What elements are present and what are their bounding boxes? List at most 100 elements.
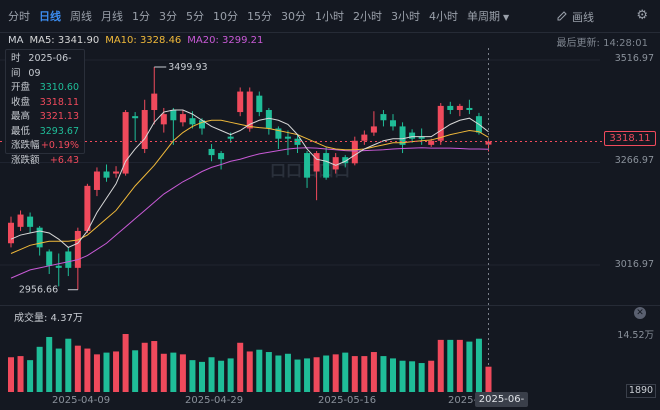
volume-bar	[361, 356, 368, 392]
volume-bar	[380, 356, 387, 392]
date-tick: 2025-0	[448, 395, 484, 406]
date-tick: 2025-04-09	[52, 395, 111, 406]
timeframe-tab[interactable]: 3小时	[391, 10, 420, 23]
timeframe-tab[interactable]: 10分	[213, 10, 238, 23]
volume-bar	[323, 355, 330, 392]
info-value: 3321.13	[39, 111, 79, 122]
ma-legend: MA MA5: 3341.90 MA10: 3328.46 MA20: 3299…	[8, 33, 269, 48]
timeframe-tab[interactable]: 1分	[132, 10, 150, 23]
timeframe-tab[interactable]: 日线	[39, 10, 61, 23]
volume-bar	[122, 334, 129, 392]
volume-bar	[27, 360, 34, 392]
candle-body	[55, 265, 62, 268]
info-value: 2025-06-09	[28, 53, 72, 79]
candle-body	[275, 128, 282, 139]
info-key: 收盘	[11, 96, 31, 108]
candle-body	[36, 227, 43, 248]
ma10-line	[10, 119, 489, 254]
volume-bar	[246, 351, 253, 392]
candle-body	[323, 153, 330, 178]
ma5-line	[10, 109, 489, 248]
draw-line-button[interactable]: 画线	[557, 9, 594, 25]
price-tick: 3516.97	[614, 53, 654, 64]
candle-body	[113, 171, 120, 174]
caret-down-icon: ▼	[503, 13, 510, 22]
timeframe-toolbar: 分时 日线 周线 月线 1分 3分 5分 10分 15分 30分 1小时 2小时 3小时 4小时 单周期 ▼	[0, 0, 660, 32]
volume-bar	[304, 358, 311, 392]
price-tick: 3266.97	[614, 155, 654, 166]
ma-label[interactable]: MA	[8, 35, 24, 46]
settings-icon[interactable]: ⚙	[636, 8, 648, 23]
candle-body	[93, 171, 100, 190]
volume-bar	[84, 348, 91, 392]
volume-bar	[428, 360, 435, 392]
timeframe-tab[interactable]: 15分	[247, 10, 272, 23]
volume-bar	[132, 350, 139, 392]
candle-body	[151, 93, 158, 111]
ma5-value: MA5: 3341.90	[29, 35, 100, 46]
period-dropdown[interactable]: 单周期 ▼	[467, 8, 509, 24]
candle-body	[84, 185, 91, 231]
timeframe-tab[interactable]: 月线	[101, 10, 123, 23]
candle-body	[284, 136, 291, 139]
volume-bar	[399, 360, 406, 392]
volume-max-tick: 14.52万	[617, 330, 654, 341]
candle-body	[447, 105, 454, 111]
candle-body	[227, 136, 234, 139]
volume-bar	[284, 353, 291, 392]
volume-bar	[65, 338, 72, 392]
candle-body	[294, 138, 301, 145]
candle-body	[380, 114, 387, 121]
timeframe-tab[interactable]: 分时	[8, 10, 30, 23]
candle-body	[132, 116, 139, 119]
candle-body	[189, 118, 196, 125]
candle-body	[27, 216, 34, 227]
info-key: 涨跌幅	[11, 140, 40, 151]
volume-bar	[475, 338, 482, 392]
timeframe-tab[interactable]: 5分	[186, 10, 204, 23]
candle-body	[46, 251, 53, 266]
candle-body	[370, 126, 377, 133]
candle-body	[246, 91, 253, 129]
timeframe-tab[interactable]: 2小时	[353, 10, 382, 23]
timeframe-tab[interactable]: 3分	[159, 10, 177, 23]
crosshair-date-tag: 2025-06-09	[475, 392, 528, 410]
info-row: 时间 2025-06-09	[11, 52, 79, 81]
info-row: 涨跌幅 +0.19%	[11, 139, 79, 154]
timeframe-tab[interactable]: 周线	[70, 10, 92, 23]
info-row: 开盘 3310.60	[11, 81, 79, 96]
volume-bar	[332, 354, 339, 392]
timeframe-tab[interactable]: 1小时	[315, 10, 344, 23]
volume-min-tick: 1890	[626, 384, 656, 398]
candle-body	[437, 105, 444, 141]
candle-body	[332, 157, 339, 170]
timeframe-tab[interactable]: 30分	[281, 10, 306, 23]
low-annotation: 2956.66	[19, 285, 58, 296]
pencil-icon	[557, 10, 568, 24]
timeframe-tab[interactable]: 4小时	[429, 10, 458, 23]
candle-body	[17, 214, 24, 227]
volume-bar	[370, 352, 377, 392]
volume-bar	[8, 357, 14, 392]
volume-bar	[55, 348, 62, 392]
volume-bar	[342, 352, 349, 392]
volume-bar	[227, 358, 234, 392]
volume-bar	[199, 361, 205, 392]
info-row: 涨跌额 +6.43	[11, 154, 79, 169]
volume-bar	[485, 366, 492, 392]
volume-bar	[189, 360, 196, 392]
volume-bar	[466, 341, 473, 392]
volume-bar	[36, 346, 43, 392]
date-tick: 2025-05-16	[318, 395, 377, 406]
candle-body	[428, 140, 435, 145]
period-dropdown-label: 单周期	[467, 10, 500, 23]
candle-body	[237, 91, 244, 113]
candle-body	[8, 222, 14, 244]
info-value: +6.43	[49, 154, 79, 166]
last-update: 最后更新: 14:28:01	[556, 38, 648, 49]
volume-bar	[437, 339, 444, 392]
volume-bar	[208, 357, 215, 392]
close-icon[interactable]: ✕	[634, 307, 646, 319]
ohlc-info-box: 时间 2025-06-09 开盘 3310.60 收盘 3318.11 最高 3321.13 最…	[5, 49, 85, 166]
